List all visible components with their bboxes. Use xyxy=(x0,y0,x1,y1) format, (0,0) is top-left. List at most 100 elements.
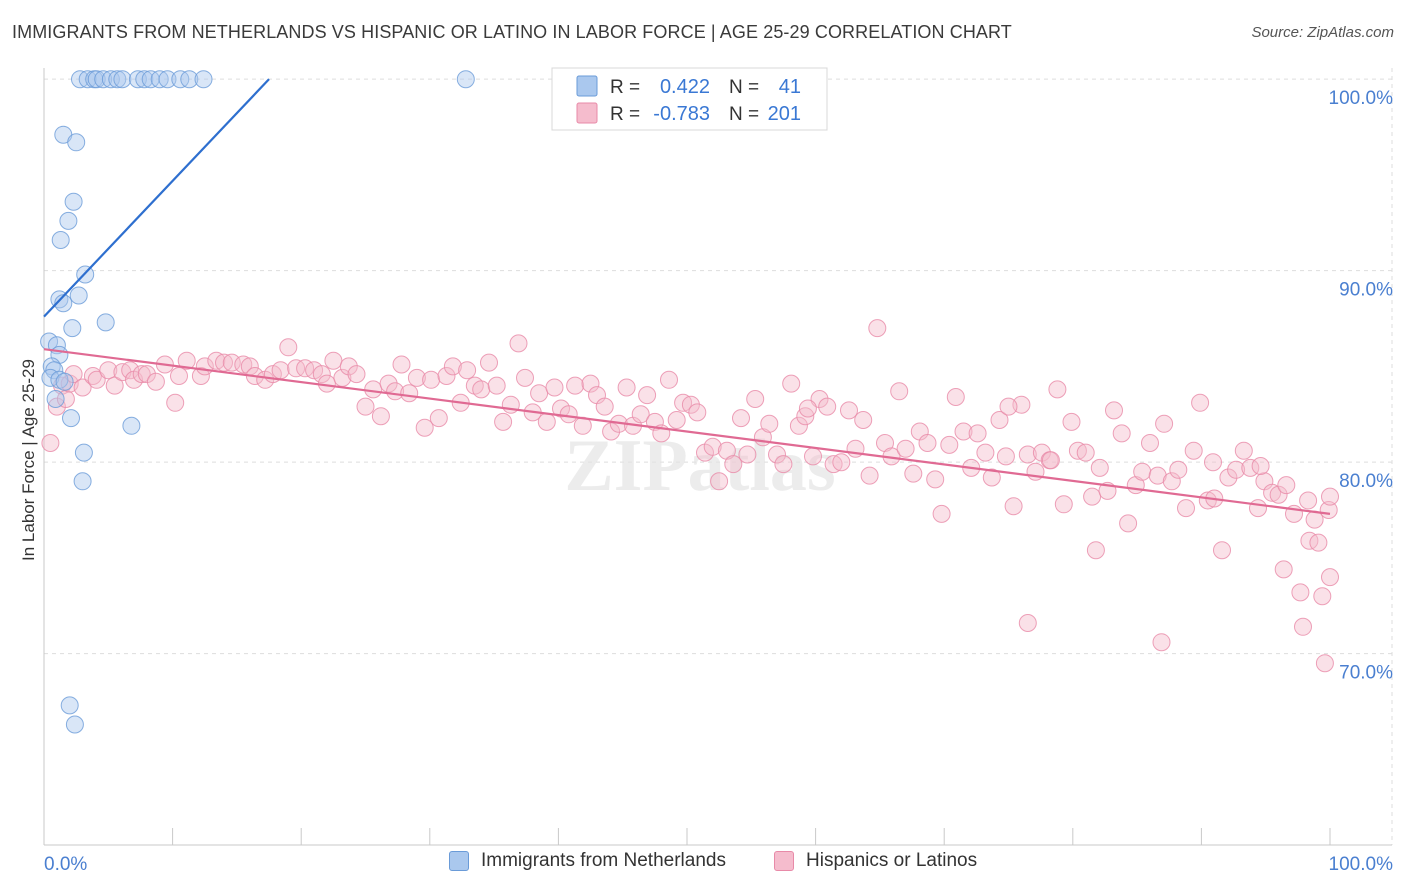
legend-r-value-1: -0.783 xyxy=(653,103,710,125)
legend-n-label-0: N = xyxy=(729,77,759,98)
netherlands-point-23 xyxy=(69,286,88,305)
hispanics-point-50 xyxy=(415,418,434,437)
hispanics-point-47 xyxy=(392,355,411,374)
hispanics-point-146 xyxy=(1105,401,1123,420)
netherlands-point-26 xyxy=(96,313,115,332)
hispanics-point-188 xyxy=(1152,633,1171,652)
hispanics-point-123 xyxy=(940,435,959,454)
hispanics-point-19 xyxy=(170,367,188,385)
netherlands-point-35 xyxy=(55,372,74,391)
hispanics-point-173 xyxy=(1299,491,1318,510)
series-netherlands-points xyxy=(40,70,475,734)
hispanics-point-108 xyxy=(832,453,851,472)
hispanics-point-80 xyxy=(631,405,650,424)
hispanics-point-121 xyxy=(926,470,945,489)
hispanics-point-24 xyxy=(215,353,233,372)
hispanics-point-180 xyxy=(1204,453,1222,472)
hispanics-point-136 xyxy=(1032,443,1051,462)
hispanics-point-26 xyxy=(234,355,253,374)
hispanics-point-20 xyxy=(177,351,196,370)
hispanics-point-31 xyxy=(271,361,290,380)
hispanics-point-112 xyxy=(860,466,879,485)
hispanics-point-9 xyxy=(99,361,118,380)
hispanics-point-179 xyxy=(999,397,1018,416)
netherlands-point-6 xyxy=(108,70,127,89)
hispanics-point-151 xyxy=(1141,434,1159,452)
hispanics-point-41 xyxy=(347,365,366,384)
hispanics-point-58 xyxy=(472,380,491,399)
hispanics-point-127 xyxy=(968,424,987,443)
trend-lines xyxy=(43,78,1331,515)
y-tick-label-80: 80.0% xyxy=(1339,471,1393,492)
hispanics-point-67 xyxy=(537,412,556,431)
legend-swatch-netherlands xyxy=(576,75,598,97)
hispanics-point-168 xyxy=(1263,483,1282,502)
hispanics-point-52 xyxy=(429,409,448,428)
netherlands-point-39 xyxy=(74,443,93,462)
hispanics-trend-line xyxy=(43,348,1331,515)
x-tick-labels: 0.0% 100.0% xyxy=(44,854,1393,875)
netherlands-point-38 xyxy=(122,416,141,435)
netherlands-point-36 xyxy=(46,390,65,408)
netherlands-point-3 xyxy=(87,70,106,89)
hispanics-point-10 xyxy=(105,376,124,395)
hispanics-point-157 xyxy=(1184,441,1203,460)
hispanics-point-25 xyxy=(222,353,241,372)
hispanics-point-93 xyxy=(724,455,743,474)
hispanics-point-175 xyxy=(1313,587,1332,606)
hispanics-point-143 xyxy=(1083,487,1102,506)
hispanics-point-191 xyxy=(1086,541,1105,560)
netherlands-point-42 xyxy=(65,715,84,734)
hispanics-point-81 xyxy=(638,386,657,405)
legend-item-netherlands: Immigrants from Netherlands xyxy=(449,850,726,872)
hispanics-point-42 xyxy=(356,397,375,416)
hispanics-point-129 xyxy=(982,468,1001,487)
legend-n-value-1: 201 xyxy=(768,103,801,125)
x-tick-label-max: 100.0% xyxy=(1329,854,1394,875)
hispanics-point-99 xyxy=(768,445,786,464)
hispanics-point-12 xyxy=(121,361,140,380)
legend-label-netherlands: Immigrants from Netherlands xyxy=(481,850,726,871)
correlation-legend: R = 0.422 N = 41 R = -0.783 N = 201 xyxy=(551,67,828,131)
netherlands-point-18 xyxy=(67,133,86,152)
watermark: ZIPatlas xyxy=(564,425,835,507)
hispanics-point-53 xyxy=(437,367,456,385)
hispanics-point-91 xyxy=(710,472,729,491)
hispanics-point-183 xyxy=(1300,531,1319,550)
hispanics-point-66 xyxy=(530,384,549,403)
legend-n-value-0: 41 xyxy=(779,76,801,98)
netherlands-point-12 xyxy=(158,70,177,89)
hispanics-point-6 xyxy=(73,378,92,397)
hispanics-point-107 xyxy=(824,455,843,474)
hispanics-point-59 xyxy=(480,353,498,372)
hispanics-point-63 xyxy=(509,334,528,353)
hispanics-point-38 xyxy=(324,351,343,370)
legend-swatch-pink xyxy=(774,851,794,871)
hispanics-point-70 xyxy=(559,405,578,424)
hispanics-point-94 xyxy=(732,409,750,428)
hispanics-point-21 xyxy=(191,367,210,385)
hispanics-point-134 xyxy=(1018,445,1037,464)
netherlands-point-27 xyxy=(63,319,82,338)
hispanics-point-23 xyxy=(207,351,226,370)
hispanics-point-15 xyxy=(137,365,156,384)
netherlands-point-9 xyxy=(135,70,154,89)
netherlands-point-15 xyxy=(194,70,213,89)
hispanics-point-138 xyxy=(1048,380,1067,399)
hispanics-point-142 xyxy=(1076,443,1095,462)
hispanics-point-95 xyxy=(738,445,757,464)
hispanics-point-101 xyxy=(782,374,801,393)
hispanics-point-189 xyxy=(1018,614,1037,632)
hispanics-point-90 xyxy=(703,437,722,456)
hispanics-point-140 xyxy=(1062,412,1081,431)
hispanics-point-98 xyxy=(760,414,779,433)
hispanics-point-51 xyxy=(422,370,441,389)
hispanics-point-161 xyxy=(1213,541,1231,560)
hispanics-point-132 xyxy=(1004,497,1023,516)
hispanics-point-148 xyxy=(1119,514,1138,533)
netherlands-point-7 xyxy=(113,70,132,89)
hispanics-point-150 xyxy=(1133,462,1152,481)
netherlands-point-37 xyxy=(62,409,80,428)
hispanics-point-154 xyxy=(1162,472,1181,491)
hispanics-point-184 xyxy=(1309,533,1328,552)
